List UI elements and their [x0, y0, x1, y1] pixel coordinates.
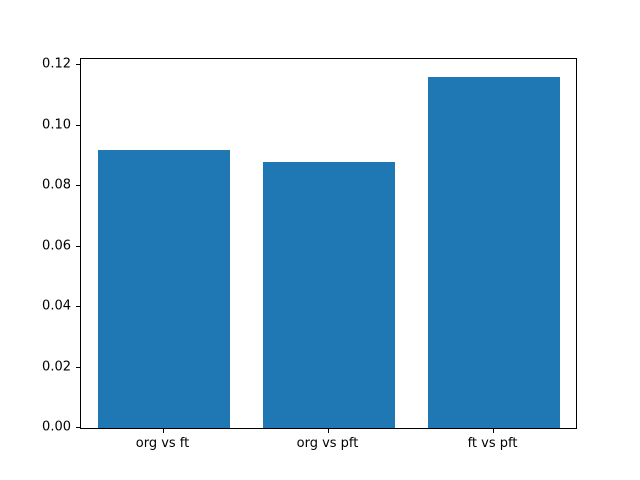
bar-3: [427, 77, 560, 428]
y-tick-mark: [76, 245, 80, 247]
y-tick-mark: [76, 124, 80, 126]
y-tick-label: 0.08: [42, 177, 71, 193]
y-tick-label: 0.06: [42, 238, 71, 254]
x-tick-label: org vs pft: [296, 436, 359, 451]
plot-area: [80, 58, 577, 429]
y-tick-mark: [76, 427, 80, 428]
y-tick-label: 0.00: [42, 419, 71, 435]
y-tick-label: 0.02: [42, 359, 71, 374]
bar-1: [97, 149, 230, 428]
x-tick-mark: [162, 429, 164, 433]
y-tick-mark: [76, 64, 80, 66]
bar-2: [262, 161, 395, 428]
x-tick-mark: [327, 429, 329, 433]
x-tick-label: org vs ft: [135, 436, 190, 451]
x-tick-mark: [492, 429, 494, 433]
y-tick-label: 0.04: [42, 298, 71, 314]
y-tick-label: 0.10: [42, 117, 71, 133]
y-tick-label: 0.12: [42, 56, 71, 72]
y-tick-mark: [76, 366, 80, 368]
y-tick-mark: [76, 185, 80, 187]
y-tick-mark: [76, 306, 80, 308]
x-tick-label: ft vs pft: [467, 436, 518, 451]
